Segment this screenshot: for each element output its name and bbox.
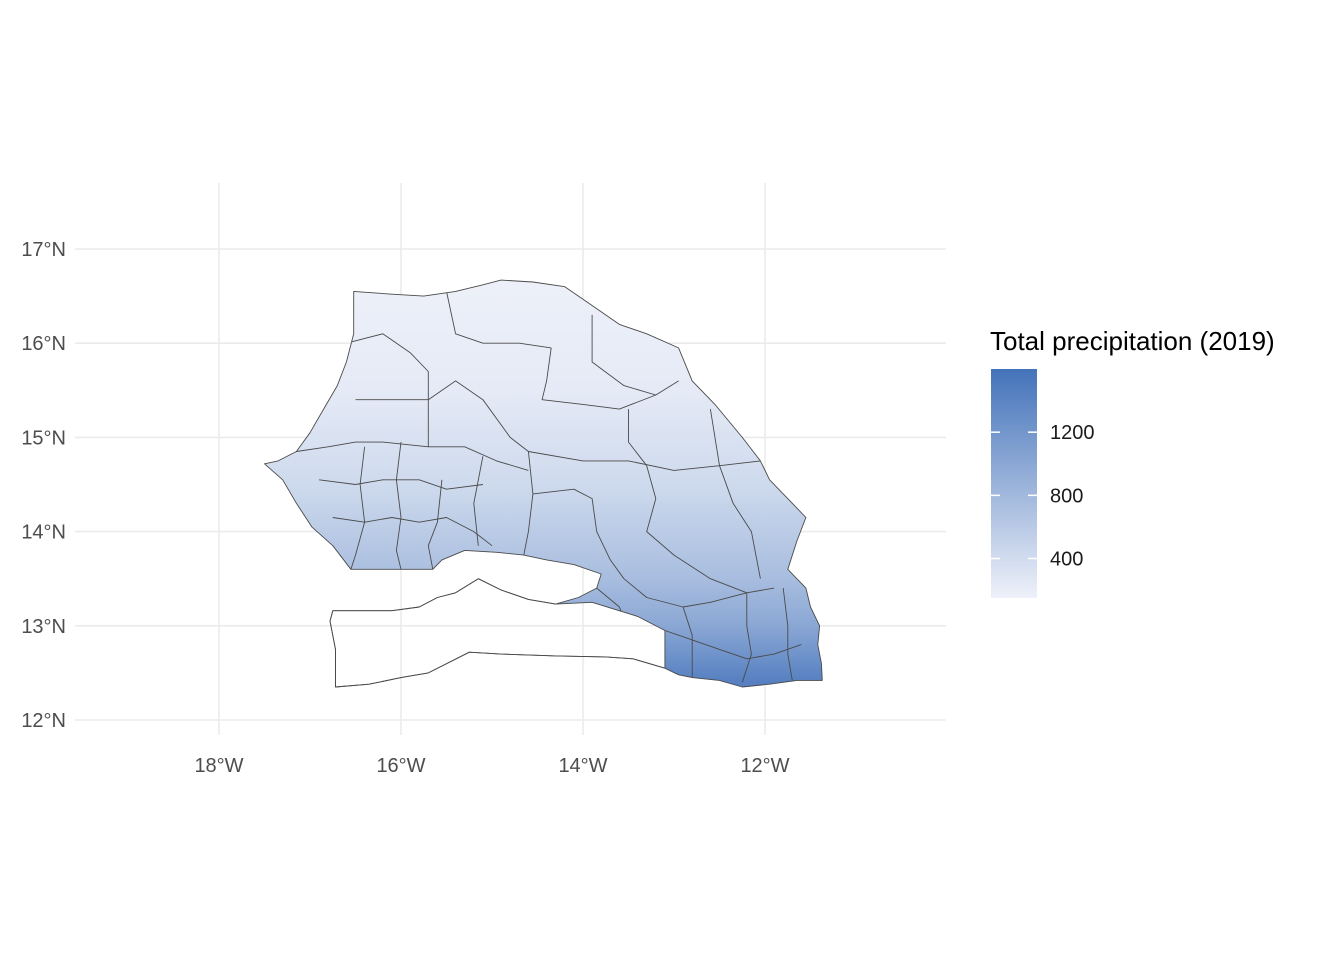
map-region	[264, 279, 823, 688]
admin-border	[296, 441, 529, 471]
admin-border	[373, 610, 384, 681]
admin-border	[446, 291, 552, 349]
y-tick-label: 16°N	[21, 333, 66, 355]
y-tick-label: 13°N	[21, 616, 66, 638]
x-tick-label: 12°W	[740, 755, 789, 777]
legend-label: 800	[1050, 485, 1083, 507]
y-axis: 12°N 13°N 14°N 15°N 16°N 17°N	[21, 239, 66, 732]
admin-border	[741, 592, 752, 683]
x-tick-label: 14°W	[558, 755, 607, 777]
admin-border	[528, 451, 761, 471]
admin-border	[427, 479, 443, 570]
admin-border	[628, 409, 775, 594]
legend-colorbar	[991, 369, 1037, 598]
legend-label: 1200	[1050, 422, 1095, 444]
admin-border	[335, 625, 438, 650]
admin-border	[527, 599, 579, 650]
casamance-outline	[329, 578, 666, 688]
x-tick-label: 16°W	[376, 755, 425, 777]
admin-border	[532, 488, 747, 608]
x-tick-label: 18°W	[194, 755, 243, 777]
admin-border	[782, 588, 793, 681]
y-tick-label: 17°N	[21, 239, 66, 261]
x-axis: 18°W 16°W 14°W 12°W	[194, 755, 789, 777]
admin-border	[319, 479, 483, 490]
admin-border	[355, 380, 529, 452]
admin-border	[591, 314, 656, 396]
legend-title: Total precipitation (2019)	[990, 326, 1275, 356]
legend: Total precipitation (2019) 400 800 1200	[990, 326, 1275, 598]
y-tick-label: 14°N	[21, 522, 66, 544]
admin-border	[523, 451, 534, 556]
admin-border	[395, 442, 402, 570]
y-tick-label: 15°N	[21, 427, 66, 449]
admin-border	[709, 409, 761, 579]
admin-border	[473, 456, 484, 546]
y-tick-label: 12°N	[21, 710, 66, 732]
admin-border	[350, 446, 366, 570]
admin-border	[473, 583, 511, 653]
admin-borders	[296, 291, 802, 683]
admin-border	[664, 630, 802, 660]
precipitation-fill	[264, 280, 823, 687]
admin-border	[432, 597, 438, 659]
admin-border	[682, 606, 693, 678]
legend-ticks: 400 800 1200	[991, 422, 1095, 571]
admin-border	[346, 333, 429, 372]
legend-label: 400	[1050, 549, 1083, 571]
